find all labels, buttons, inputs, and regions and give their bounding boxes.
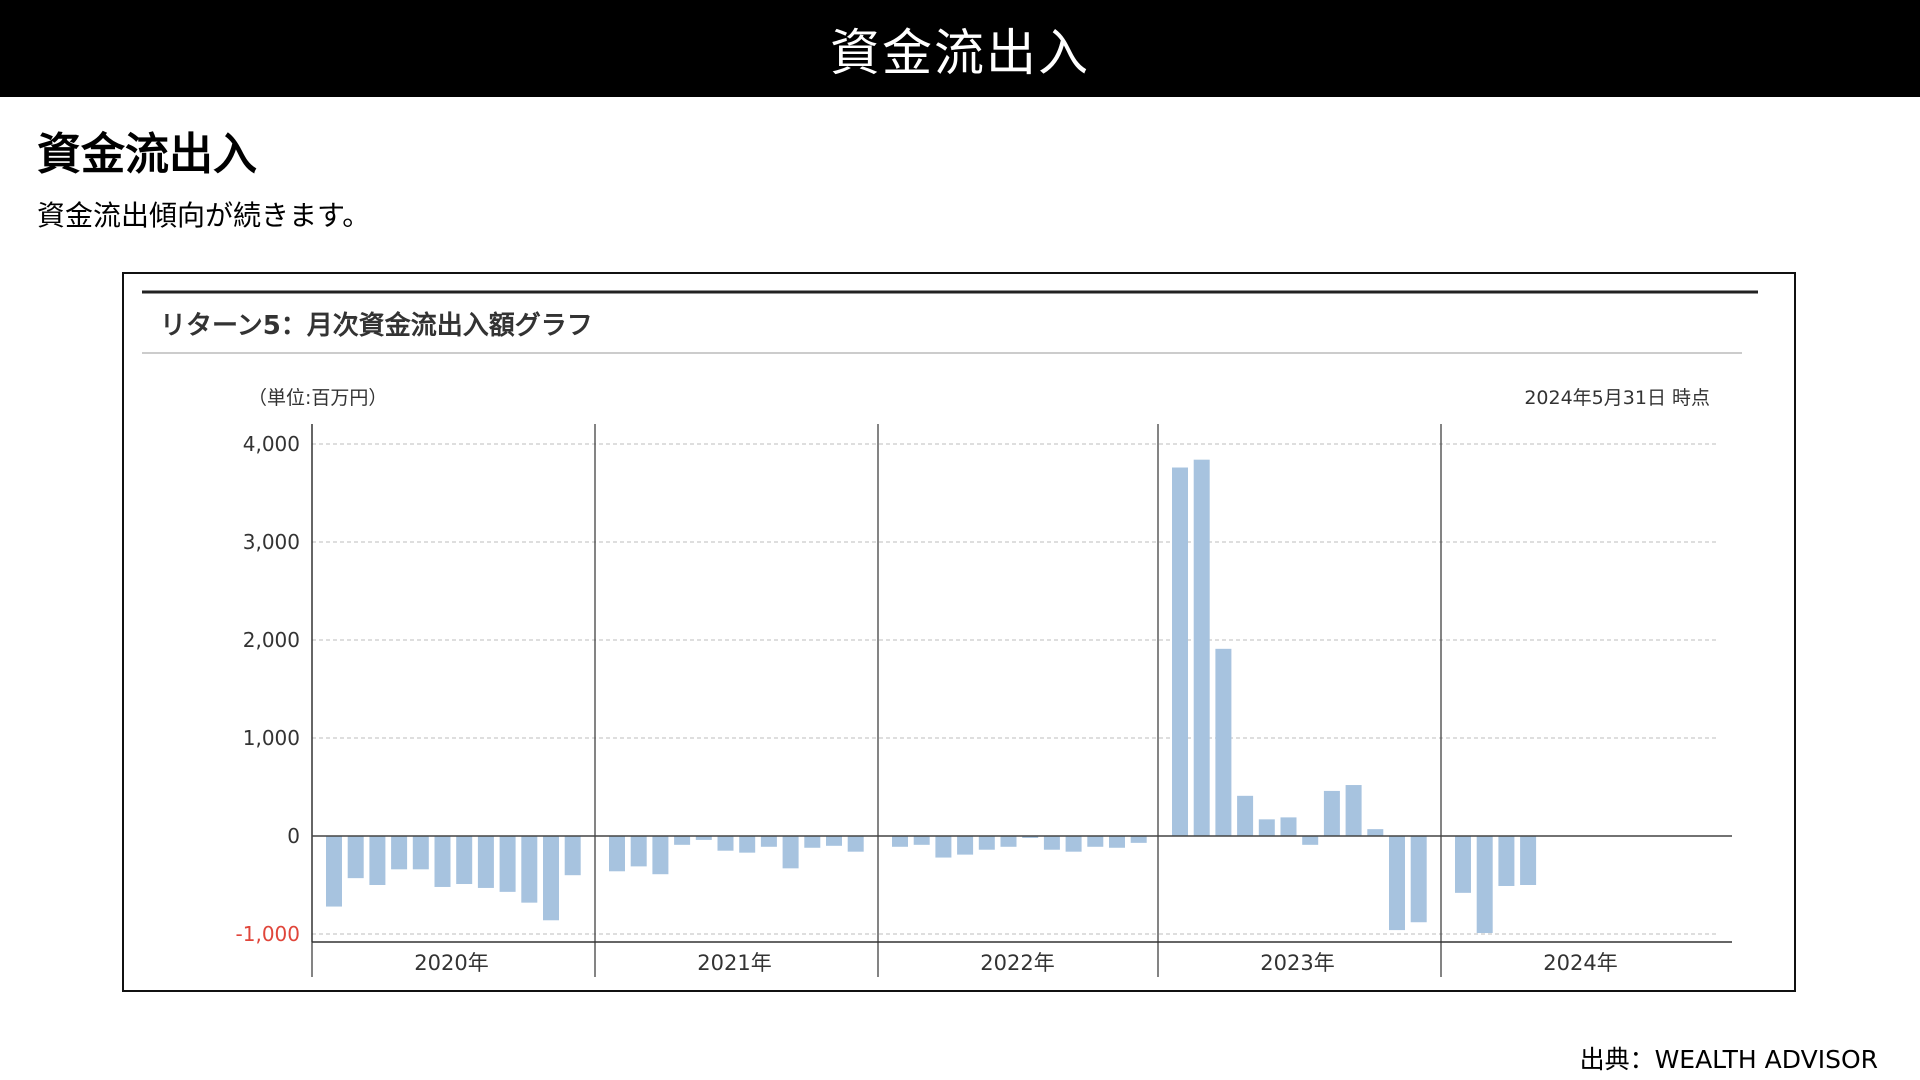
bar-2023年-7: [1302, 836, 1319, 845]
bar-2020年-2: [347, 836, 364, 879]
y-tick-label-0: 4,000: [243, 432, 300, 456]
bar-2020年-11: [543, 836, 559, 921]
bar-2022年-8: [1043, 836, 1060, 850]
bar-2022年-9: [1065, 836, 1082, 852]
bar-2020年-1: [326, 836, 342, 907]
section-heading: 資金流出入: [37, 129, 257, 180]
bar-2022年-4: [957, 836, 974, 855]
top-title-bar: 資金流出入: [0, 0, 1920, 97]
bar-2020年-10: [521, 836, 538, 903]
bar-2021年-12: [847, 836, 864, 852]
fund-flow-bar-chart: リターン5：月次資金流出入額グラフ （単位:百万円） 2024年5月31日 時点 4,…: [142, 290, 1758, 977]
bar-2024年-4: [1520, 836, 1537, 885]
bar-2020年-8: [477, 836, 494, 888]
top-title: 資金流出入: [830, 23, 1090, 82]
x-tick-label-4: 2024年: [1543, 951, 1617, 975]
bar-2022年-7: [1022, 836, 1039, 838]
bar-2020年-5: [412, 836, 429, 870]
bar-2021年-1: [609, 836, 625, 872]
bar-2023年-11: [1389, 836, 1405, 931]
bar-2023年-4: [1237, 795, 1254, 836]
y-tick-label-3: 1,000: [243, 726, 300, 750]
bar-2022年-12: [1130, 836, 1147, 843]
bar-2020年-9: [499, 836, 516, 892]
y-tick-label-2: 2,000: [243, 628, 300, 652]
bar-2020年-6: [434, 836, 451, 887]
bar-2022年-5: [978, 836, 995, 850]
section-description: 資金流出傾向が続きます。: [37, 199, 371, 232]
bar-2023年-6: [1280, 817, 1297, 836]
bar-2021年-6: [717, 836, 734, 851]
bar-2021年-8: [760, 836, 777, 847]
y-tick-label-5: -1,000: [236, 922, 300, 946]
bar-2023年-3: [1215, 648, 1232, 836]
y-tick-label-4: 0: [287, 824, 300, 848]
bar-2023年-8: [1323, 790, 1340, 836]
x-tick-label-0: 2020年: [414, 951, 488, 975]
y-tick-label-1: 3,000: [243, 530, 300, 554]
bar-2023年-9: [1345, 785, 1362, 836]
bar-2024年-1: [1455, 836, 1471, 893]
bar-2024年-3: [1498, 836, 1515, 886]
x-tick-label-1: 2021年: [697, 951, 771, 975]
x-tick-label-2: 2022年: [980, 951, 1054, 975]
bar-2020年-12: [564, 836, 581, 876]
unit-label: （単位:百万円）: [248, 387, 387, 409]
bar-2021年-7: [739, 836, 756, 853]
bar-2020年-7: [456, 836, 473, 885]
bar-2021年-4: [674, 836, 691, 845]
bar-2023年-2: [1193, 459, 1210, 836]
bar-2021年-5: [695, 836, 712, 840]
bar-2023年-10: [1367, 829, 1384, 836]
bar-2023年-1: [1172, 467, 1188, 836]
bar-2021年-3: [652, 836, 669, 875]
bar-2022年-10: [1087, 836, 1104, 847]
bar-2024年-2: [1476, 836, 1493, 934]
bar-2021年-10: [804, 836, 821, 848]
bar-2021年-9: [782, 836, 799, 869]
as-of-label: 2024年5月31日 時点: [1524, 387, 1710, 409]
bar-2023年-12: [1410, 836, 1427, 923]
bar-2021年-2: [630, 836, 647, 867]
bar-2021年-11: [826, 836, 842, 846]
bar-2023年-5: [1258, 819, 1275, 836]
source-credit: 出典：WEALTH ADVISOR: [1579, 1045, 1878, 1074]
bar-2020年-3: [369, 836, 386, 885]
bar-2022年-2: [913, 836, 930, 845]
bar-2022年-3: [935, 836, 952, 858]
bar-2022年-1: [892, 836, 908, 847]
bar-2022年-6: [1000, 836, 1017, 847]
bar-2022年-11: [1109, 836, 1125, 848]
bar-2020年-4: [391, 836, 408, 870]
chart-title: リターン5：月次資金流出入額グラフ: [160, 310, 593, 341]
chart-frame: リターン5：月次資金流出入額グラフ （単位:百万円） 2024年5月31日 時点 4,…: [122, 272, 1796, 992]
x-tick-label-3: 2023年: [1260, 951, 1334, 975]
